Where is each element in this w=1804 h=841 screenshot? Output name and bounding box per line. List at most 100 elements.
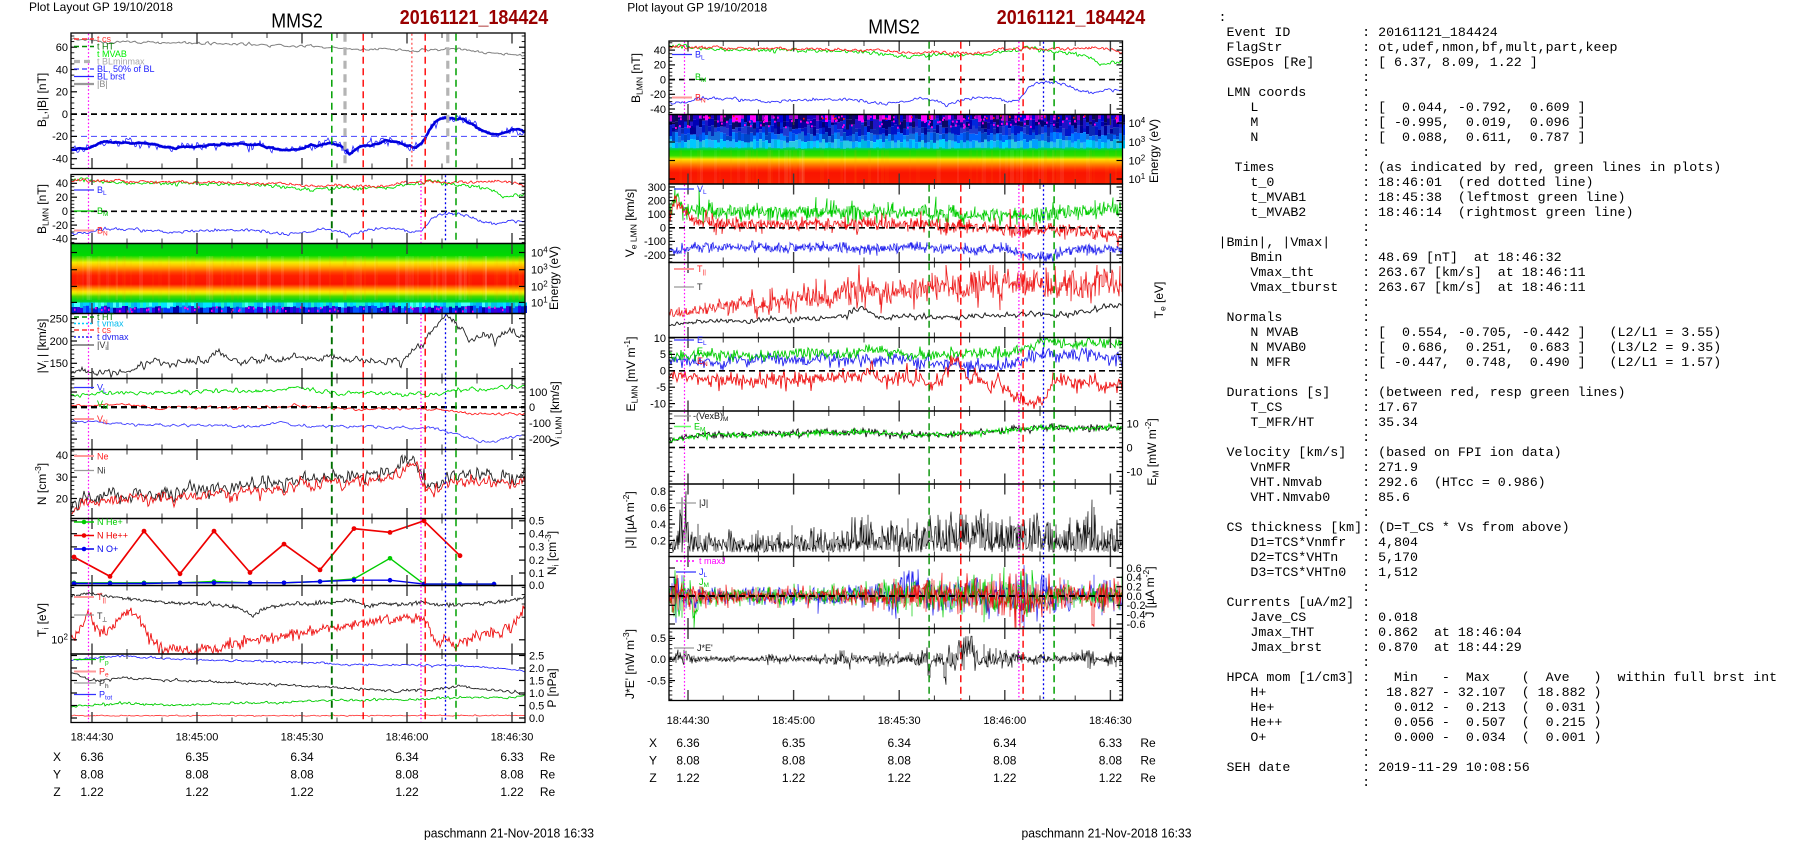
svg-text:Energy (eV): Energy (eV) — [547, 246, 561, 310]
svg-text:102: 102 — [51, 633, 68, 647]
svg-text:6.34: 6.34 — [395, 750, 419, 764]
svg-text:1.22: 1.22 — [1099, 771, 1123, 785]
svg-text:Ti [eV]: Ti [eV] — [35, 603, 51, 637]
svg-text:T||: T|| — [97, 592, 106, 604]
svg-text:0: 0 — [62, 206, 68, 218]
svg-text:18:45:00: 18:45:00 — [772, 715, 815, 727]
svg-text:N O+: N O+ — [97, 544, 118, 554]
svg-text:10: 10 — [654, 333, 666, 345]
svg-text:1.5: 1.5 — [529, 675, 544, 687]
svg-text:18:45:00: 18:45:00 — [176, 732, 219, 744]
svg-text:MMS2: MMS2 — [271, 9, 323, 32]
svg-text:Ve LMN [km/s]: Ve LMN [km/s] — [623, 189, 639, 257]
svg-text:Z: Z — [53, 785, 60, 799]
svg-text:0: 0 — [1127, 442, 1133, 454]
svg-text:40: 40 — [56, 450, 68, 462]
svg-text:0.0: 0.0 — [529, 713, 544, 725]
svg-text:0.3: 0.3 — [529, 542, 544, 554]
svg-text:1.22: 1.22 — [500, 785, 524, 799]
svg-text:18:46:00: 18:46:00 — [983, 715, 1026, 727]
svg-text:BM: BM — [695, 72, 706, 84]
svg-text:6.35: 6.35 — [782, 736, 806, 750]
svg-text:100: 100 — [648, 209, 666, 221]
svg-text:JN: JN — [699, 586, 709, 598]
svg-text:N [cm-3]: N [cm-3] — [33, 463, 49, 505]
svg-text:0.2: 0.2 — [1127, 582, 1142, 594]
svg-text:Re: Re — [1140, 771, 1156, 785]
svg-text:0.0: 0.0 — [1127, 591, 1142, 603]
svg-text:Pe: Pe — [99, 667, 109, 679]
svg-text:18:44:30: 18:44:30 — [667, 715, 710, 727]
svg-text:-0.4: -0.4 — [1127, 609, 1146, 621]
svg-text:T||: T|| — [697, 264, 706, 276]
svg-text:102: 102 — [531, 279, 548, 293]
svg-text:t MVAB: t MVAB — [97, 49, 127, 59]
svg-text:BN: BN — [97, 226, 108, 238]
svg-text:t BLminmax: t BLminmax — [97, 57, 145, 67]
svg-text:0: 0 — [660, 223, 666, 235]
svg-text:8.08: 8.08 — [993, 754, 1017, 768]
svg-text:1.22: 1.22 — [290, 785, 314, 799]
svg-text:60: 60 — [56, 42, 68, 54]
svg-text:8.08: 8.08 — [676, 754, 700, 768]
svg-text:8.08: 8.08 — [500, 768, 524, 782]
svg-text:Re: Re — [540, 750, 556, 764]
svg-text:8.08: 8.08 — [888, 754, 912, 768]
svg-text:t maxJ: t maxJ — [699, 556, 726, 566]
svg-text:Te [eV]: Te [eV] — [1152, 282, 1168, 319]
svg-text:-40: -40 — [52, 234, 68, 246]
svg-text:8.08: 8.08 — [1099, 754, 1123, 768]
svg-text:Y: Y — [53, 768, 61, 782]
svg-text:40: 40 — [56, 178, 68, 190]
svg-text:EN: EN — [697, 356, 708, 368]
svg-text:1.0: 1.0 — [529, 688, 544, 700]
svg-text:paschmann 21-Nov-2018 16:33: paschmann 21-Nov-2018 16:33 — [424, 826, 594, 841]
svg-text:BL: BL — [695, 50, 705, 62]
svg-text:30: 30 — [56, 472, 68, 484]
svg-text:104: 104 — [1129, 116, 1146, 130]
svg-text:2.5: 2.5 — [529, 650, 544, 662]
svg-text:0.0: 0.0 — [651, 654, 666, 666]
svg-text:-20: -20 — [52, 220, 68, 232]
svg-text:|J|: |J| — [699, 498, 708, 508]
svg-text:Re: Re — [540, 768, 556, 782]
svg-text:40: 40 — [56, 64, 68, 76]
svg-text:8.08: 8.08 — [395, 768, 419, 782]
svg-text:0.4: 0.4 — [529, 529, 544, 541]
svg-text:EM: EM — [697, 346, 708, 358]
svg-text:|J| [µA m-2]: |J| [µA m-2] — [621, 491, 637, 548]
svg-text:0.2: 0.2 — [651, 535, 666, 547]
svg-text:1.22: 1.22 — [676, 771, 700, 785]
svg-text:0.8: 0.8 — [651, 486, 666, 498]
svg-text:-200: -200 — [529, 434, 551, 446]
svg-text:6.34: 6.34 — [290, 750, 314, 764]
svg-text:103: 103 — [531, 263, 548, 277]
svg-text:|Vi|: |Vi| — [97, 340, 109, 352]
svg-text:Energy (eV): Energy (eV) — [1147, 119, 1161, 183]
svg-text:P [nPa]: P [nPa] — [545, 668, 559, 707]
svg-text:0.6: 0.6 — [651, 503, 666, 515]
svg-text:BLMN [nT]: BLMN [nT] — [629, 53, 645, 103]
svg-text:0.2: 0.2 — [529, 555, 544, 567]
svg-text:6.34: 6.34 — [993, 736, 1017, 750]
svg-text:BL,|B| [nT]: BL,|B| [nT] — [35, 73, 51, 127]
svg-text:EM [mW m-2]: EM [mW m-2] — [1143, 418, 1161, 485]
svg-text:100: 100 — [529, 387, 547, 399]
svg-text:X: X — [53, 750, 61, 764]
svg-text:-100: -100 — [529, 418, 551, 430]
svg-text:X: X — [649, 736, 657, 750]
svg-text:18:45:30: 18:45:30 — [878, 715, 921, 727]
svg-text:JL: JL — [699, 567, 708, 579]
svg-text:18:46:30: 18:46:30 — [1089, 715, 1132, 727]
svg-text:0.4: 0.4 — [1127, 572, 1142, 584]
svg-text:0.0: 0.0 — [529, 580, 544, 592]
svg-text:104: 104 — [531, 246, 548, 260]
svg-text:8.08: 8.08 — [185, 768, 209, 782]
svg-text:Ptot: Ptot — [99, 690, 112, 702]
svg-text:0.5: 0.5 — [529, 516, 544, 528]
svg-text:20: 20 — [56, 192, 68, 204]
svg-text:t vmax: t vmax — [97, 319, 124, 329]
svg-text:EM: EM — [694, 422, 705, 434]
svg-text:-200: -200 — [644, 250, 666, 262]
svg-text:6.33: 6.33 — [500, 750, 524, 764]
